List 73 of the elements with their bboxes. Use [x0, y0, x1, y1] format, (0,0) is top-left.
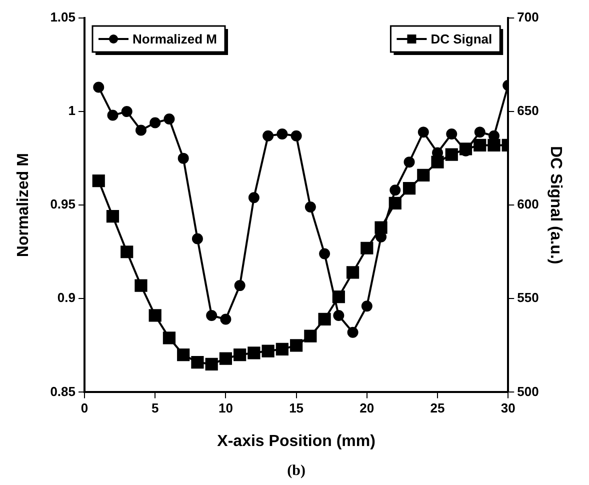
x-tick-label: 15 [289, 400, 304, 416]
x-tick-label: 10 [218, 400, 233, 416]
y-tick-label: 1 [68, 103, 76, 118]
legend-label: Normalized M [132, 32, 218, 47]
y-tick-label: 0.95 [50, 196, 76, 212]
point [134, 279, 148, 292]
x-tick-label: 25 [430, 400, 445, 416]
point [234, 280, 246, 292]
point [234, 348, 246, 362]
y-tick-label: 1.05 [50, 10, 76, 25]
point [248, 346, 260, 360]
point [474, 138, 486, 152]
point [262, 344, 274, 358]
point [192, 233, 203, 244]
point [404, 156, 415, 168]
point [418, 126, 429, 138]
point [276, 128, 288, 140]
point [150, 117, 161, 128]
x-tick-label: 5 [151, 400, 159, 416]
point [219, 352, 232, 365]
x-tick-label: 0 [80, 400, 88, 416]
point [107, 110, 118, 121]
y-tick-label: 0.85 [50, 384, 76, 399]
y2-tick-label: 500 [517, 384, 539, 399]
point [360, 242, 374, 254]
point [347, 326, 358, 338]
point [248, 192, 260, 204]
x-tick-label: 20 [360, 400, 374, 416]
legend-label: DC Signal [430, 32, 492, 47]
point [488, 138, 500, 152]
point [93, 82, 104, 93]
point [402, 182, 416, 195]
point [333, 310, 344, 321]
text: (b) [287, 463, 306, 479]
x-axis-title: X-axis Position (mm) [217, 432, 376, 450]
y2-tick-label: 650 [517, 103, 539, 118]
point [361, 300, 372, 312]
point [106, 210, 120, 223]
point [162, 332, 176, 344]
point [445, 148, 458, 161]
y2-tick-label: 700 [517, 10, 539, 25]
point [206, 310, 218, 321]
point [431, 156, 444, 168]
y2-tick-label: 600 [517, 196, 539, 212]
point [191, 356, 204, 369]
point [290, 339, 303, 352]
point [276, 342, 288, 356]
point [164, 114, 175, 125]
point [148, 309, 162, 322]
point [205, 358, 218, 370]
point [390, 184, 401, 196]
point [262, 130, 274, 142]
point [417, 168, 430, 182]
point [178, 152, 189, 164]
x-tick-label: 30 [500, 400, 516, 416]
point [120, 246, 134, 258]
point [346, 266, 360, 279]
point [319, 248, 330, 260]
y-tick-label: 0.9 [57, 290, 76, 306]
y-axis-title: Normalized M [15, 153, 32, 258]
point [121, 106, 132, 118]
point [220, 314, 232, 325]
point [135, 124, 146, 136]
point [474, 126, 486, 138]
y2-tick-label: 550 [517, 290, 539, 306]
point [177, 348, 190, 362]
point [318, 312, 331, 326]
point [304, 330, 317, 342]
point [92, 174, 105, 188]
y2-axis-title: DC Signal (a.u.) [546, 146, 564, 264]
point [304, 201, 316, 212]
point [290, 130, 302, 142]
point [446, 128, 458, 140]
